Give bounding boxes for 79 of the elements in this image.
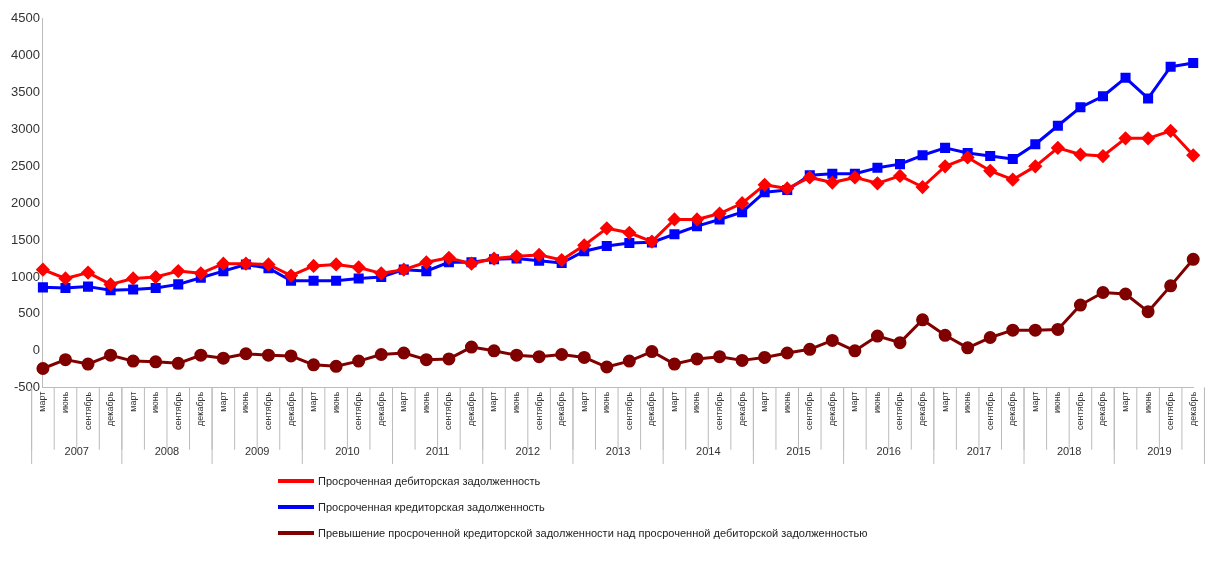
y-tick-label: 3000: [11, 121, 40, 137]
x-tick-label: декабрь: [736, 391, 747, 426]
x-tick-label: сентябрь: [443, 391, 454, 431]
x-tick-label: март: [578, 391, 589, 412]
x-tick-label: декабрь: [375, 391, 386, 426]
y-tick-label: 4000: [11, 47, 40, 63]
x-tick-label: сентябрь: [714, 391, 725, 431]
x-tick-label: сентябрь: [623, 391, 634, 431]
x-tick-label: сентябрь: [262, 391, 273, 431]
x-tick-label: март: [488, 391, 499, 412]
x-tick-label: декабрь: [1187, 391, 1198, 426]
y-tick-label: 3500: [11, 84, 40, 100]
x-tick-label: декабрь: [105, 391, 116, 426]
x-tick-label: июнь: [962, 391, 973, 414]
x-tick-label: июнь: [1052, 391, 1063, 414]
x-tick-label: июнь: [240, 391, 251, 414]
x-tick-label: декабрь: [465, 391, 476, 426]
text: 2010: [335, 445, 360, 458]
text: 2016: [876, 445, 901, 458]
x-tick-label: март: [127, 391, 138, 412]
x-tick-label: сентябрь: [353, 391, 364, 431]
y-tick-label: 4500: [11, 10, 40, 26]
x-tick-label: июнь: [691, 391, 702, 414]
text: 2013: [605, 445, 631, 458]
legend-label: Превышение просроченной кредиторской задолженности над просроченной дебиторской задолженностью: [318, 527, 868, 539]
x-tick-label: июнь: [59, 391, 70, 414]
x-tick-label: сентябрь: [172, 391, 183, 431]
x-tick-label: декабрь: [195, 391, 206, 426]
y-tick-label: 1500: [11, 231, 40, 247]
x-tick-label: декабрь: [826, 391, 837, 426]
x-tick-label: март: [398, 391, 409, 412]
x-tick-label: сентябрь: [894, 391, 905, 431]
x-tick-label: декабрь: [917, 391, 928, 426]
x-tick-label: декабрь: [1007, 391, 1018, 426]
x-tick-label: март: [1029, 391, 1040, 412]
x-tick-label: декабрь: [1097, 391, 1108, 426]
y-tick-label: 1000: [11, 268, 40, 284]
x-tick-label: декабрь: [285, 391, 296, 426]
x-tick-label: июнь: [871, 391, 882, 414]
x-tick-label: июнь: [420, 391, 431, 414]
x-tick-label: декабрь: [556, 391, 567, 426]
legend-label: Просроченная дебиторская задолженность: [318, 475, 541, 487]
x-tick-label: март: [37, 391, 48, 412]
text: 2017: [966, 445, 992, 458]
x-tick-label: июнь: [511, 391, 522, 414]
x-tick-label: март: [217, 391, 228, 412]
text: 2011: [425, 445, 450, 458]
y-tick-label: -500: [13, 379, 40, 395]
y-tick-label: 500: [18, 305, 40, 321]
x-tick-label: март: [939, 391, 950, 412]
text: 2009: [244, 445, 270, 458]
x-tick-label: июнь: [781, 391, 792, 414]
text: 2007: [64, 445, 89, 458]
x-tick-label: сентябрь: [533, 391, 544, 431]
y-tick-label: 2500: [11, 157, 40, 173]
x-tick-label: март: [759, 391, 770, 412]
y-tick-label: 2000: [11, 194, 40, 210]
text: 2015: [786, 445, 811, 458]
x-tick-label: июнь: [150, 391, 161, 414]
x-tick-label: июнь: [601, 391, 612, 414]
x-tick-label: сентябрь: [984, 391, 995, 431]
text: 2008: [154, 445, 180, 458]
x-tick-label: сентябрь: [82, 391, 93, 431]
x-tick-label: декабрь: [646, 391, 657, 426]
x-tick-label: сентябрь: [1165, 391, 1176, 431]
text: 2012: [515, 445, 541, 458]
text: 2019: [1147, 445, 1172, 458]
y-tick-label: 0: [32, 342, 40, 358]
x-tick-label: март: [668, 391, 679, 412]
x-tick-label: сентябрь: [804, 391, 815, 431]
x-tick-label: июнь: [330, 391, 341, 414]
legend-label: Просроченная кредиторская задолженность: [318, 501, 545, 513]
x-tick-label: сентябрь: [1074, 391, 1085, 431]
x-tick-label: июнь: [1142, 391, 1153, 414]
x-tick-label: март: [1120, 391, 1131, 412]
text: 2014: [696, 445, 721, 458]
x-tick-label: март: [308, 391, 319, 412]
x-tick-label: март: [849, 391, 860, 412]
text: 2018: [1056, 445, 1082, 458]
